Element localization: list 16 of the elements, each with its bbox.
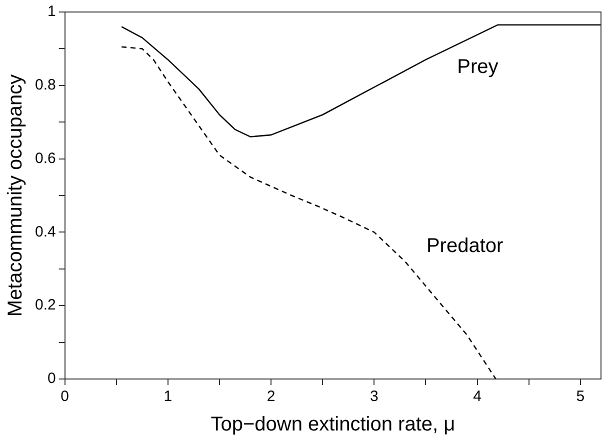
y-tick-label: 0.8 <box>34 76 56 94</box>
x-tick-label: 4 <box>473 388 482 406</box>
x-tick-label: 1 <box>164 388 172 406</box>
x-tick-label: 2 <box>266 388 276 406</box>
x-axis-title: Top−down extinction rate, μ <box>210 414 456 436</box>
series-label: Predator <box>426 234 504 257</box>
x-tick-label: 5 <box>576 388 585 406</box>
y-axis-title: Metacommunity occupancy <box>4 74 27 317</box>
x-tick-label: 0 <box>60 388 70 406</box>
y-tick-label: 0.2 <box>34 296 56 314</box>
y-tick-label: 1 <box>48 3 56 20</box>
y-tick-label: 0 <box>48 370 56 388</box>
y-tick-label: 0.6 <box>34 150 56 167</box>
x-tick-label: 3 <box>370 388 378 406</box>
y-tick-label: 0.4 <box>34 223 56 240</box>
series-label: Prey <box>457 56 498 78</box>
